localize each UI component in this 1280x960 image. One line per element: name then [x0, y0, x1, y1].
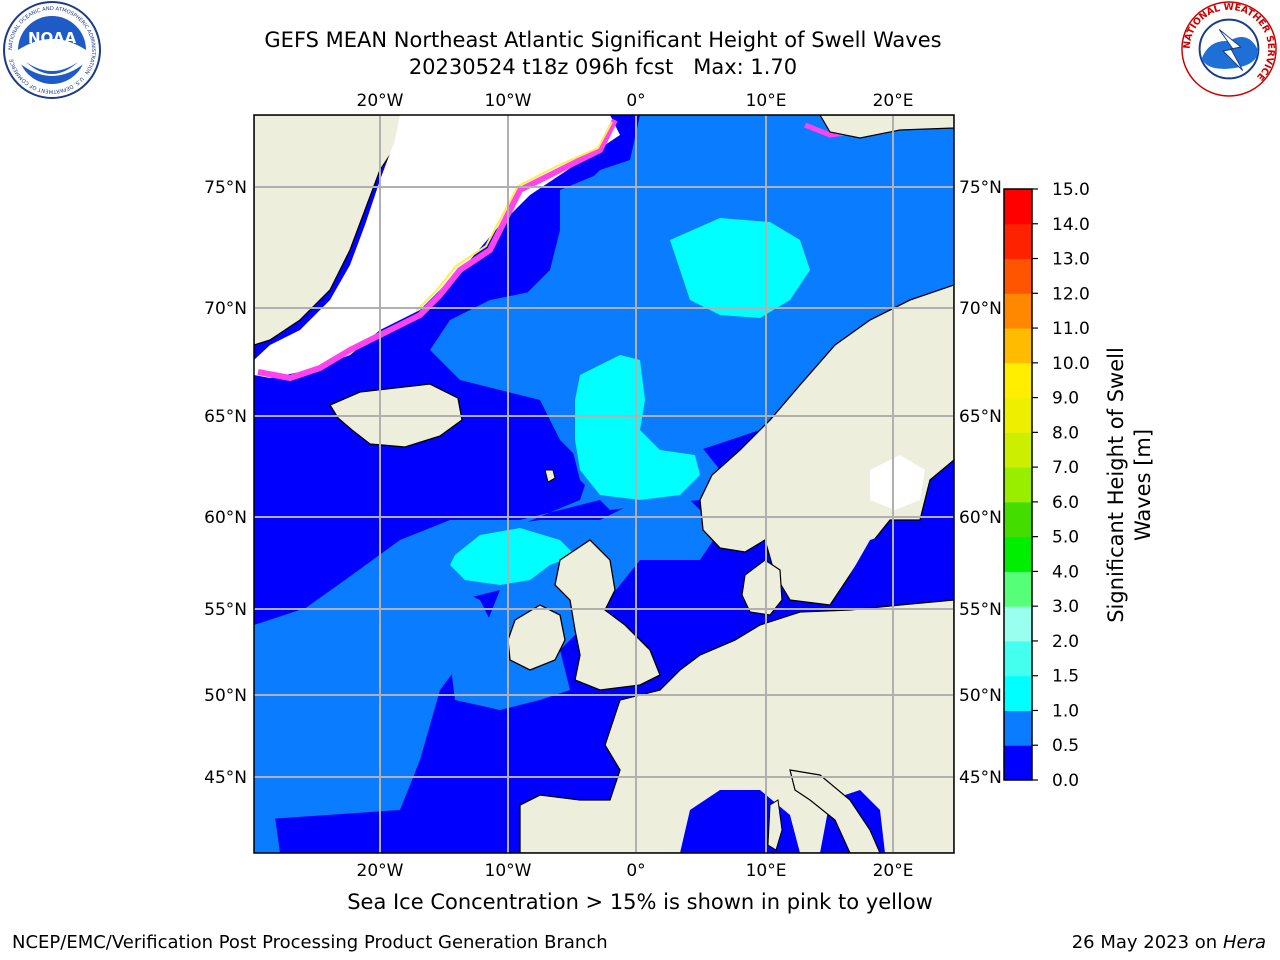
colorbar-tick-label: 0.5 [1052, 736, 1079, 756]
corsica-sardinia [767, 799, 783, 851]
ice-edge [257, 118, 618, 382]
map-area [254, 115, 954, 853]
noaa-logo-text: NOAA [28, 29, 77, 47]
colorbar-segment [1004, 571, 1032, 607]
colorbar-tick-label: 1.5 [1052, 667, 1079, 687]
faroe-islands [544, 469, 556, 483]
colorbar-tick-label: 8.0 [1052, 423, 1079, 443]
italy [789, 769, 881, 853]
baltic-sea [850, 530, 945, 605]
map-subtitle: 20230524 t18z 096h fcst Max: 1.70 [408, 55, 798, 79]
lat-label-right: 65°N [959, 407, 1002, 427]
lon-label-top: 0° [626, 91, 645, 111]
colorbar-segment [1004, 606, 1032, 642]
colorbar-segment [1004, 328, 1032, 364]
lon-label-top: 20°W [357, 91, 404, 111]
ocean-high-swell-2 [575, 355, 700, 500]
lat-label-left: 50°N [204, 686, 247, 706]
finland-lakes [870, 455, 925, 510]
lat-label-left: 65°N [204, 407, 247, 427]
lat-labels-right: 75°N 70°N 65°N 60°N 55°N 50°N 45°N [959, 178, 1002, 788]
lon-label-top: 20°E [873, 91, 914, 111]
colorbar-tick-label: 7.0 [1052, 458, 1079, 478]
colorbar-tick-label: 5.0 [1052, 528, 1079, 548]
ice-edge-yellow [415, 121, 613, 312]
footer-date-text: 26 May 2023 on [1071, 932, 1218, 953]
lat-label-left: 60°N [204, 508, 247, 528]
svalbard-land [819, 115, 954, 139]
footer-host: Hera [1222, 932, 1266, 953]
denmark [741, 559, 783, 616]
colorbar-frame [1003, 188, 1033, 781]
lat-label-left: 55°N [204, 600, 247, 620]
scandinavia [699, 284, 954, 606]
continental-europe [519, 599, 954, 853]
colorbar-segment [1004, 223, 1032, 260]
colorbar-segment [1004, 189, 1032, 225]
colorbar-segment [1004, 675, 1032, 711]
colorbar-tick-label: 4.0 [1052, 562, 1079, 582]
colorbar-segment [1004, 536, 1032, 572]
lat-label-right: 50°N [959, 686, 1002, 706]
map-title: GEFS MEAN Northeast Atlantic Significant… [264, 28, 942, 52]
colorbar [1003, 188, 1033, 781]
sea-ice-caption: Sea Ice Concentration > 15% is shown in … [347, 890, 933, 914]
colorbar-ticks: 15.0 14.0 13.0 12.0 11.0 10.0 9.0 8.0 7.0 6.0 5.0 4… [1032, 180, 1090, 791]
map-frame [253, 114, 955, 854]
lat-label-right: 60°N [959, 508, 1002, 528]
colorbar-segment [1004, 432, 1032, 468]
lon-label-bottom: 20°E [873, 861, 914, 881]
lat-label-left: 45°N [204, 768, 247, 788]
colorbar-tick-label: 0.0 [1052, 771, 1079, 791]
colorbar-tick-label: 2.0 [1052, 632, 1079, 652]
ocean-high-swell-3 [450, 528, 575, 585]
colorbar-segment [1004, 745, 1032, 781]
lat-label-right: 75°N [959, 178, 1002, 198]
colorbar-segment [1004, 710, 1032, 746]
colorbar-segment [1004, 467, 1032, 503]
colorbar-tick-label: 15.0 [1052, 180, 1090, 200]
colorbar-segment [1004, 397, 1032, 433]
colorbar-segment [1004, 640, 1032, 677]
colorbar-segment [1004, 293, 1032, 329]
lon-labels-top: 20°W 10°W 0° 10°E 20°E [357, 91, 914, 111]
lon-labels-bottom: 20°W 10°W 0° 10°E 20°E [357, 861, 914, 881]
colorbar-segment [1004, 501, 1032, 538]
footer-branch: NCEP/EMC/Verification Post Processing Pr… [12, 932, 608, 953]
colorbar-label-line1: Significant Height of Swell [1104, 347, 1128, 623]
colorbar-tick-label: 13.0 [1052, 250, 1090, 270]
colorbar-tick-label: 6.0 [1052, 493, 1079, 513]
colorbar-tick-label: 14.0 [1052, 215, 1090, 235]
colorbar-tick-label: 1.0 [1052, 701, 1079, 721]
colorbar-tick-label: 11.0 [1052, 319, 1090, 339]
lat-labels-left: 75°N 70°N 65°N 60°N 55°N 50°N 45°N [204, 178, 247, 788]
colorbar-segment [1004, 258, 1032, 294]
colorbar-tick-label: 9.0 [1052, 389, 1079, 409]
colorbar-segment [1004, 362, 1032, 399]
colorbar-tick-label: 3.0 [1052, 597, 1079, 617]
lon-label-bottom: 10°E [746, 861, 787, 881]
footer-date: 26 May 2023 on Hera [1072, 932, 1266, 953]
lat-label-right: 70°N [959, 299, 1002, 319]
lon-label-top: 10°W [485, 91, 532, 111]
noaa-logo: NOAA NATIONAL OCEANIC AND ATMOSPHERIC AD… [3, 1, 101, 99]
lon-label-bottom: 20°W [357, 861, 404, 881]
colorbar-tick-label: 10.0 [1052, 354, 1090, 374]
nws-logo: NATIONAL WEATHER SERVICE [1181, 1, 1277, 97]
lon-label-bottom: 0° [626, 861, 645, 881]
colorbar-tick-label: 12.0 [1052, 284, 1090, 304]
graticule [254, 115, 954, 853]
lon-label-bottom: 10°W [485, 861, 532, 881]
lat-label-right: 55°N [959, 600, 1002, 620]
lat-label-right: 45°N [959, 768, 1002, 788]
lon-label-top: 10°E [746, 91, 787, 111]
great-britain [554, 539, 661, 691]
lat-label-left: 75°N [204, 178, 247, 198]
ocean-high-swell-1 [670, 218, 810, 318]
colorbar-label-line2: Waves [m] [1131, 429, 1155, 541]
lat-label-left: 70°N [204, 299, 247, 319]
